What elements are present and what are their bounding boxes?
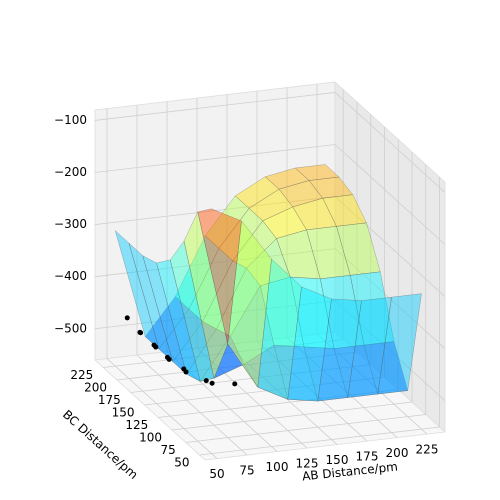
grid-line xyxy=(103,89,344,368)
trajectory-point xyxy=(124,315,130,321)
grid-line xyxy=(256,91,368,442)
x-tick-label: 200 xyxy=(386,446,409,460)
trajectory-point xyxy=(203,378,209,384)
grid-line xyxy=(94,300,446,402)
z-tick-label: −100 xyxy=(54,113,87,127)
trajectory-point xyxy=(232,381,238,387)
grid-line xyxy=(158,139,399,418)
grid-line xyxy=(286,87,398,438)
x-tick-label: 150 xyxy=(326,453,349,467)
y-tick-label: 150 xyxy=(112,406,135,420)
y-tick-label: 50 xyxy=(174,456,189,470)
grid-line xyxy=(94,248,446,349)
grid-line xyxy=(199,177,440,456)
grid-line xyxy=(94,144,446,245)
x-tick-label: 100 xyxy=(266,460,289,474)
x-tick-label: 125 xyxy=(296,457,319,471)
z-tick-label: −200 xyxy=(54,165,87,179)
x-tick-label: 225 xyxy=(416,443,439,457)
z-tick-label: −500 xyxy=(54,321,87,335)
x-tick-label: 75 xyxy=(239,464,254,478)
x-tick-label: 175 xyxy=(356,450,379,464)
grid-line xyxy=(185,164,427,443)
y-tick-label: 100 xyxy=(139,431,162,445)
x-tick-label: 50 xyxy=(209,467,224,481)
y-tick-label: 225 xyxy=(70,368,93,382)
grid-line xyxy=(196,98,308,449)
y-tick-label: 75 xyxy=(160,443,175,457)
trajectory-point xyxy=(209,380,215,386)
y-tick-label: 125 xyxy=(125,418,148,432)
grid-line xyxy=(166,101,278,452)
z-tick-label: −300 xyxy=(54,217,87,231)
trajectory-point xyxy=(164,354,170,360)
trajectory-point xyxy=(183,369,189,375)
grid-line xyxy=(226,94,338,445)
pane xyxy=(94,331,446,461)
grid-line xyxy=(316,84,428,435)
grid-line xyxy=(94,196,446,297)
y-tick-label: 175 xyxy=(98,393,121,407)
trajectory-point xyxy=(151,342,157,348)
grid-line xyxy=(94,91,446,193)
grid-line xyxy=(171,152,413,431)
y-tick-label: 200 xyxy=(84,381,107,395)
z-tick-label: −400 xyxy=(54,269,87,283)
surface-patch xyxy=(197,208,242,344)
grid-line xyxy=(116,102,358,381)
trajectory-point xyxy=(138,330,144,336)
grid-line xyxy=(144,127,385,406)
grid-line xyxy=(106,108,218,459)
grid-line xyxy=(136,105,248,456)
